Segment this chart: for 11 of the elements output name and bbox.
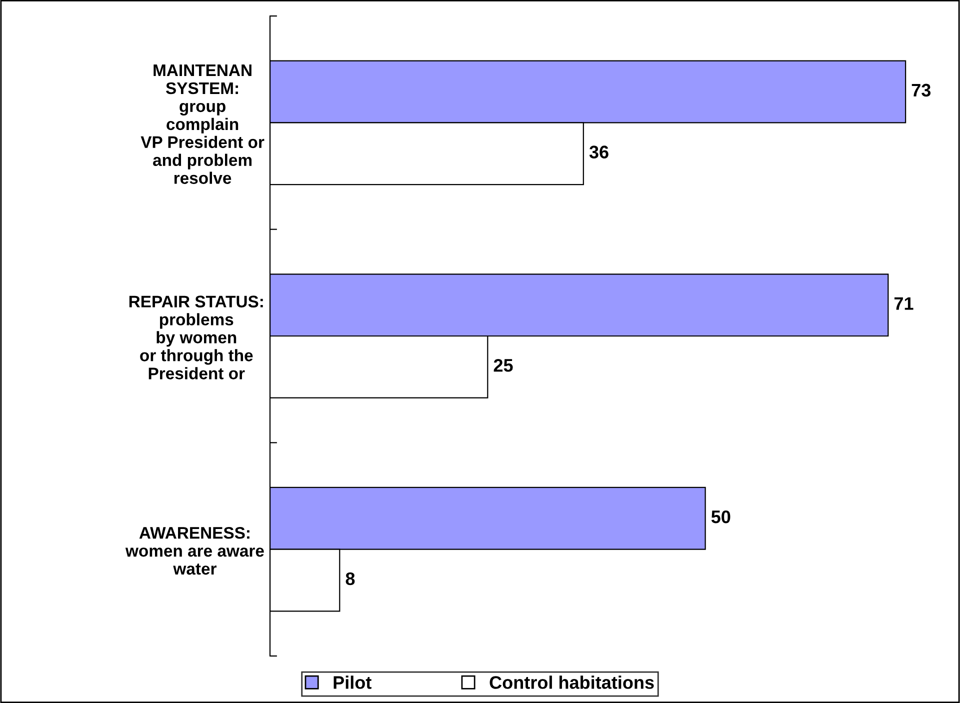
y-tick-label: REPAIR STATUS: problems by women or through the President or [129,296,263,380]
data-label: 36 [589,146,608,158]
y-tick-label: MAINTENAN SYSTEM: group complain VP President or and problem resolve [140,64,264,184]
legend-label: Control habitations [490,676,654,689]
data-label: 50 [711,510,730,524]
data-label: 73 [912,84,931,97]
y-tick-label: AWARENESS: women are aware water [125,526,264,575]
data-label: 71 [894,297,914,310]
data-label: 8 [346,572,355,586]
data-label: 25 [494,358,513,372]
legend-label: Pilot [334,676,372,689]
